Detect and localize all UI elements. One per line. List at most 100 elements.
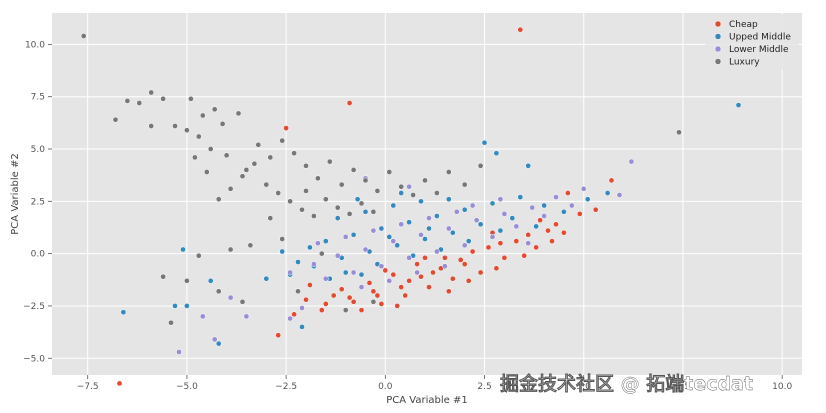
point-lower-middle: [529, 204, 536, 211]
point-cheap: [608, 177, 615, 184]
point-upped-middle: [342, 269, 349, 276]
point-upped-middle: [465, 238, 472, 244]
point-luxury: [239, 173, 246, 180]
point-luxury: [311, 213, 317, 219]
point-luxury: [207, 146, 214, 152]
point-cheap: [394, 303, 401, 309]
point-upped-middle: [561, 208, 567, 215]
point-luxury: [235, 110, 242, 117]
point-lower-middle: [553, 194, 559, 200]
point-cheap: [418, 273, 424, 280]
point-cheap: [307, 282, 313, 288]
point-lower-middle: [227, 294, 234, 301]
point-lower-middle: [414, 269, 420, 276]
point-luxury: [299, 206, 305, 213]
y-tick-label: 0.0: [31, 250, 46, 260]
point-lower-middle: [473, 217, 480, 224]
point-upped-middle: [378, 225, 385, 232]
plot-area: [52, 13, 802, 375]
point-luxury: [295, 288, 301, 295]
point-upped-middle: [120, 309, 127, 316]
point-lower-middle: [442, 263, 448, 270]
y-tick-label: −2.5: [23, 302, 45, 312]
point-luxury: [184, 127, 190, 134]
point-luxury: [239, 298, 246, 305]
point-upped-middle: [525, 162, 532, 169]
point-upped-middle: [604, 190, 611, 196]
point-cheap: [501, 254, 508, 261]
point-lower-middle: [199, 313, 206, 320]
point-luxury: [195, 133, 202, 140]
point-cheap: [374, 292, 381, 299]
point-lower-middle: [398, 221, 405, 228]
point-luxury: [461, 181, 468, 188]
point-upped-middle: [584, 196, 591, 203]
point-lower-middle: [322, 275, 329, 282]
x-tick-label: −5.0: [176, 382, 198, 392]
point-upped-middle: [422, 236, 428, 242]
point-luxury: [350, 167, 357, 173]
point-luxury: [243, 167, 250, 173]
point-cheap: [565, 190, 571, 196]
point-cheap: [358, 307, 365, 313]
x-tick-label: 2.5: [477, 382, 491, 392]
point-luxury: [203, 169, 210, 175]
point-lower-middle: [378, 263, 385, 270]
point-lower-middle: [469, 202, 476, 209]
point-lower-middle: [541, 213, 547, 219]
point-upped-middle: [354, 196, 361, 203]
legend-label-cheap: Cheap: [729, 20, 758, 30]
point-luxury: [255, 141, 262, 148]
point-lower-middle: [628, 158, 635, 165]
point-cheap: [283, 125, 289, 131]
point-cheap: [303, 296, 309, 303]
point-upped-middle: [307, 244, 313, 251]
point-upped-middle: [449, 229, 456, 236]
point-cheap: [338, 286, 345, 293]
point-lower-middle: [287, 269, 293, 276]
watermark-main: 掘金技术社区 @ 拓端tecdat: [500, 372, 753, 395]
point-lower-middle: [501, 211, 508, 217]
point-luxury: [398, 183, 405, 190]
point-luxury: [160, 273, 166, 280]
point-upped-middle: [172, 303, 178, 309]
legend-marker-lower-middle: [714, 45, 722, 53]
point-luxury: [326, 158, 333, 165]
point-luxury: [303, 162, 309, 169]
y-tick-label: 7.5: [31, 93, 45, 103]
point-cheap: [275, 332, 282, 339]
point-lower-middle: [525, 240, 532, 247]
point-cheap: [382, 267, 389, 274]
point-luxury: [267, 154, 274, 161]
point-cheap: [521, 252, 528, 259]
point-upped-middle: [180, 246, 186, 253]
point-cheap: [390, 271, 397, 278]
point-lower-middle: [513, 223, 520, 230]
point-luxury: [370, 208, 377, 215]
data-points: [80, 26, 742, 387]
y-tick-label: −5.0: [23, 354, 45, 364]
point-cheap: [525, 231, 532, 238]
point-luxury: [227, 246, 234, 253]
point-luxury: [112, 116, 119, 123]
point-upped-middle: [263, 275, 270, 282]
y-tick-label: 2.5: [31, 197, 45, 207]
point-upped-middle: [434, 213, 440, 219]
point-cheap: [561, 229, 567, 236]
point-cheap: [497, 240, 504, 247]
point-luxury: [338, 181, 345, 188]
point-luxury: [267, 215, 274, 221]
x-tick-label: 10.0: [772, 382, 792, 392]
point-luxury: [445, 169, 452, 175]
point-luxury: [184, 277, 190, 284]
point-upped-middle: [493, 150, 500, 157]
point-luxury: [199, 112, 206, 119]
grid-lines: [52, 13, 802, 375]
point-luxury: [434, 190, 440, 196]
legend-label-lower-middle: Lower Middle: [729, 45, 789, 55]
point-cheap: [449, 275, 456, 282]
point-lower-middle: [311, 261, 317, 267]
point-upped-middle: [533, 223, 539, 230]
legend-marker-cheap: [714, 20, 722, 28]
point-cheap: [346, 100, 353, 106]
